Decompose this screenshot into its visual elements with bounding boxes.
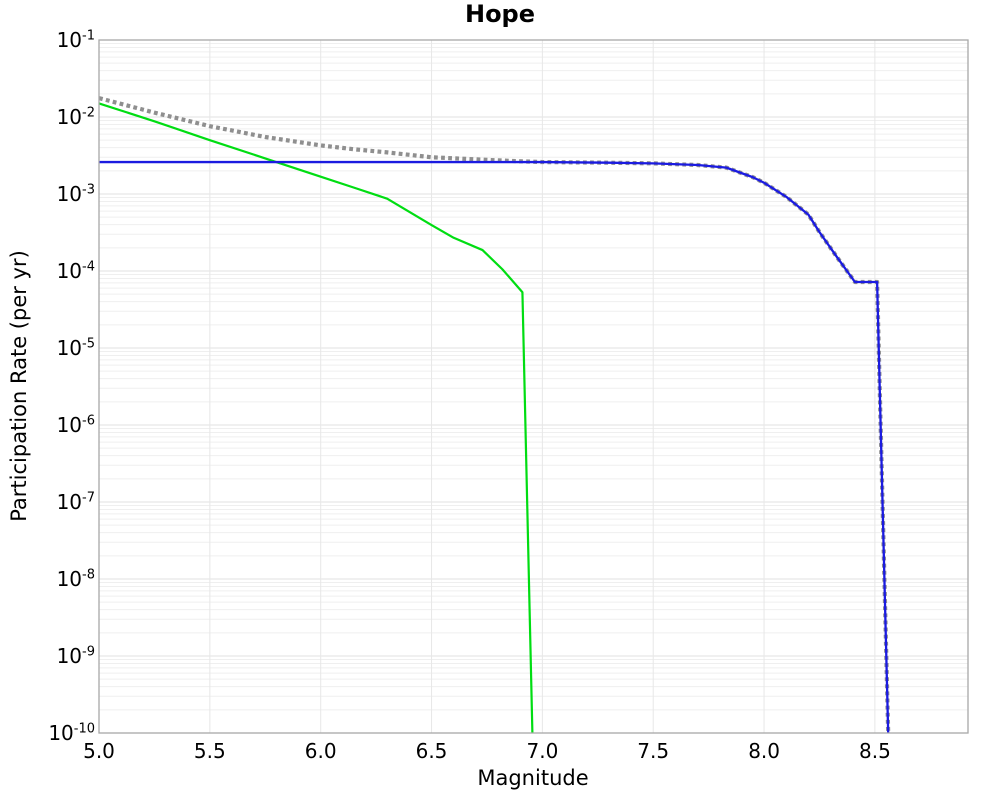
axes-spines	[98, 39, 969, 734]
x-tick-label: 6.5	[415, 739, 448, 763]
y-tick-label: 10-7	[56, 490, 95, 514]
y-tick-label: 10-6	[56, 413, 95, 437]
series-gr-branch	[98, 102, 534, 734]
y-tick-label: 10-5	[56, 336, 95, 360]
x-tick-label: 6.0	[304, 739, 337, 763]
x-tick-label: 8.0	[748, 739, 780, 763]
y-tick-label: 10-10	[48, 721, 95, 745]
y-tick-label: 10-4	[56, 259, 95, 283]
series-total-rate-dotted	[98, 96, 891, 734]
x-tick-label: 7.0	[526, 739, 559, 763]
y-tick-label: 10-2	[56, 105, 95, 129]
y-tick-label: 10-8	[56, 567, 95, 591]
y-tick-label: 10-1	[56, 28, 95, 52]
x-axis-label: Magnitude	[477, 766, 589, 790]
x-tick-label: 8.5	[858, 739, 891, 763]
x-tick-label: 7.5	[637, 739, 670, 763]
y-axis-label: Participation Rate (per yr)	[7, 250, 31, 522]
chart-title: Hope	[464, 0, 536, 28]
y-tick-label: 10-3	[56, 182, 95, 206]
series-characteristic-branch	[99, 160, 890, 734]
x-tick-label: 5.5	[193, 739, 226, 763]
x-tick-label: 5.0	[83, 739, 115, 763]
y-tick-label: 10-9	[56, 644, 95, 668]
